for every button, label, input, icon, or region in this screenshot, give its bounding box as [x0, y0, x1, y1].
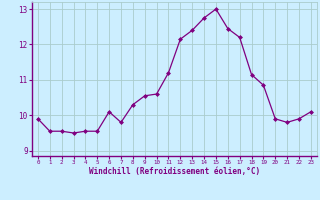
X-axis label: Windchill (Refroidissement éolien,°C): Windchill (Refroidissement éolien,°C)	[89, 167, 260, 176]
